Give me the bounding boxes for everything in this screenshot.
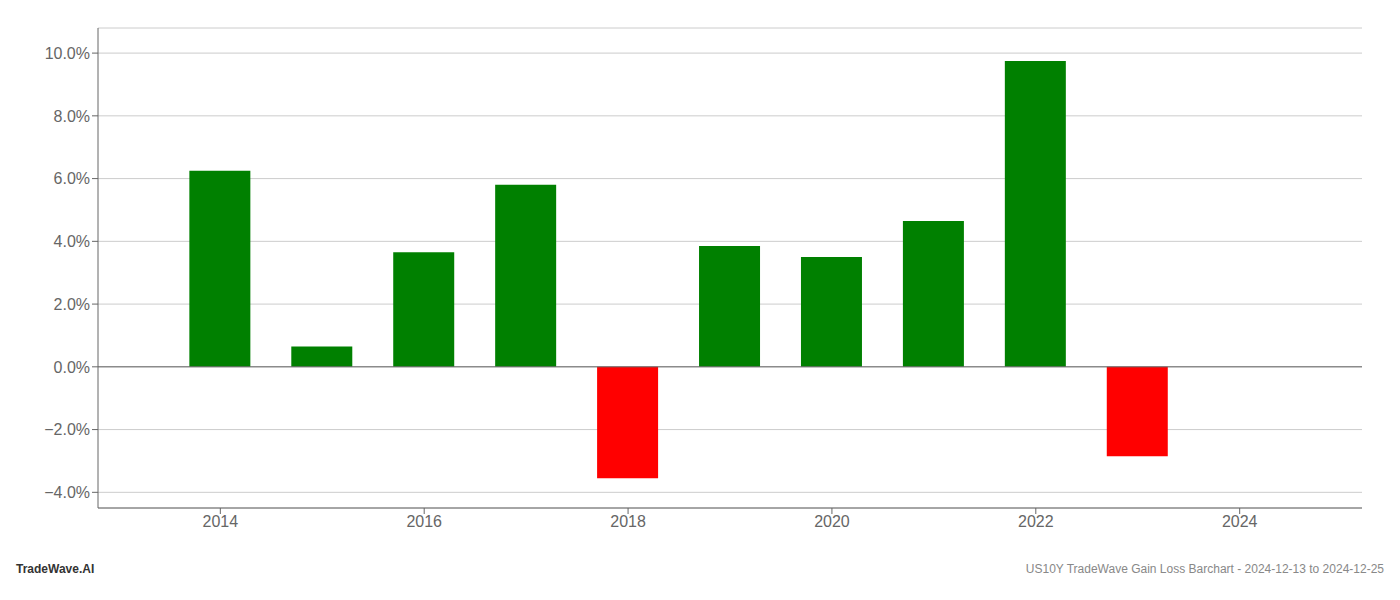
svg-text:2014: 2014 [203, 513, 239, 530]
svg-text:2.0%: 2.0% [54, 296, 90, 313]
svg-text:2024: 2024 [1222, 513, 1258, 530]
svg-text:2016: 2016 [406, 513, 442, 530]
svg-text:2022: 2022 [1018, 513, 1054, 530]
svg-text:0.0%: 0.0% [54, 359, 90, 376]
svg-text:6.0%: 6.0% [54, 170, 90, 187]
svg-text:2018: 2018 [610, 513, 646, 530]
svg-text:2020: 2020 [814, 513, 850, 530]
html-text:TradeWave.AI: TradeWave.AI [16, 562, 95, 576]
html-text:US10Y TradeWave Gain Loss Barc: US10Y TradeWave Gain Loss Barchart - 202… [1025, 562, 1384, 576]
svg-text:4.0%: 4.0% [54, 233, 90, 250]
svg-text:8.0%: 8.0% [54, 108, 90, 125]
svg-text:10.0%: 10.0% [45, 45, 90, 62]
svg-text:−4.0%: −4.0% [44, 484, 90, 501]
svg-text:−2.0%: −2.0% [44, 421, 90, 438]
